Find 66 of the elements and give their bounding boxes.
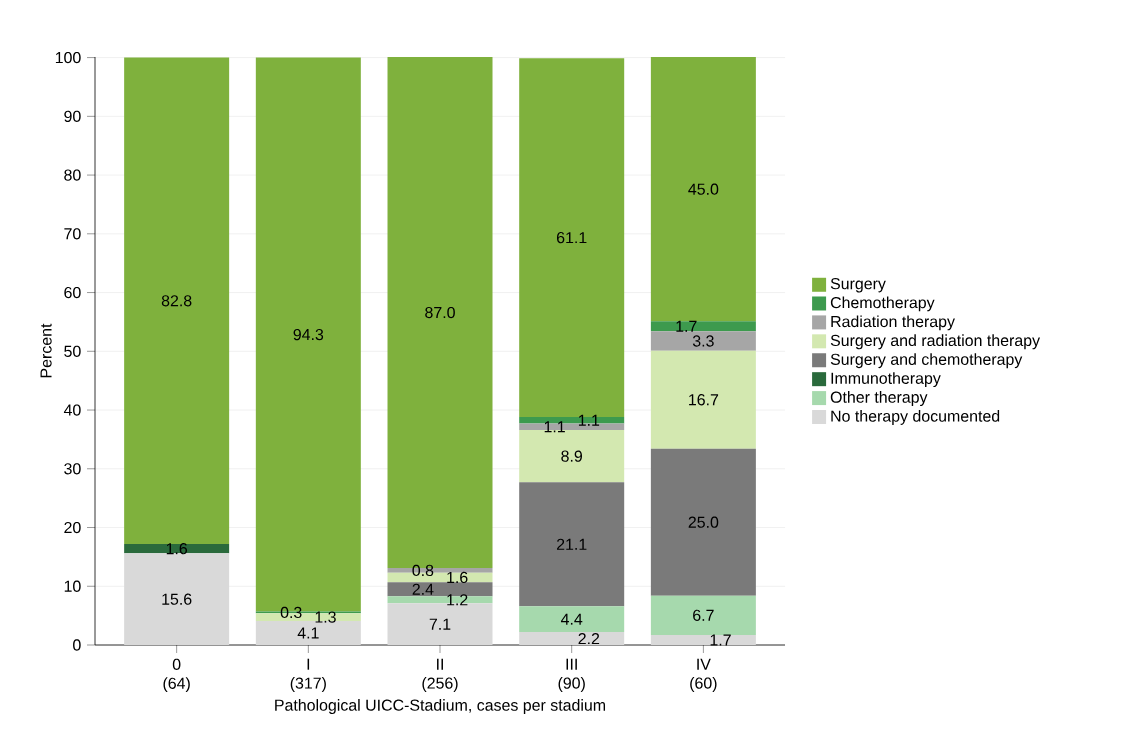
x-tick-label: 0 (64) (163, 658, 190, 693)
bar (387, 596, 493, 604)
y-axis-title: Percent (40, 323, 52, 378)
legend-label: Immunotherapy (831, 372, 941, 388)
bar (124, 57, 230, 544)
data-label: 3.3 (692, 335, 714, 347)
y-tick-label: 60 (64, 286, 81, 299)
data-label: 0.8 (412, 564, 434, 577)
data-label: 4.4 (560, 613, 583, 625)
y-tick-label: 100 (55, 51, 81, 64)
legend-label: Surgery (830, 278, 886, 293)
data-label: 1.3 (315, 611, 336, 623)
bar (650, 595, 756, 636)
y-tick-label: 70 (64, 228, 81, 240)
bar (650, 350, 756, 449)
bar (650, 331, 756, 351)
data-label: 61.1 (556, 231, 587, 244)
x-tick-label: I (317) (290, 658, 326, 692)
legend-label: Other therapy (830, 391, 928, 406)
data-label: 8.9 (561, 450, 582, 462)
data-label: 1.7 (710, 634, 731, 646)
data-label: 6.7 (693, 609, 714, 621)
data-label: 25.0 (688, 516, 719, 528)
data-label: 45.0 (688, 183, 719, 195)
x-tick-label: III (90) (558, 658, 585, 692)
data-label: 94.3 (293, 328, 324, 341)
y-tick-label: 50 (64, 345, 81, 357)
bar (519, 632, 625, 645)
data-label: 87.0 (425, 306, 455, 319)
data-label: 1.1 (544, 421, 565, 433)
bar (650, 448, 756, 596)
x-axis-title: Pathological UICC-Stadium, cases per stadium (275, 699, 606, 714)
legend-label: Surgery and radiation therapy (830, 334, 1041, 350)
data-label: 21.1 (556, 538, 587, 550)
bar (650, 321, 756, 332)
bar (519, 606, 625, 633)
data-label: 4.1 (297, 627, 319, 639)
data-label: 1.6 (166, 543, 188, 555)
y-tick-label: 40 (63, 404, 81, 416)
y-tick-label: 90 (64, 110, 81, 122)
y-tick-label: 0 (73, 639, 81, 651)
data-label: 82.8 (161, 295, 192, 307)
y-tick-label: 30 (64, 463, 81, 475)
data-label: 0.3 (280, 606, 302, 619)
legend-label: Chemotherapy (830, 296, 935, 312)
x-tick-label: II (256) (422, 658, 458, 692)
data-label: 16.7 (689, 394, 719, 406)
y-tick-label: 10 (64, 580, 81, 592)
bar (519, 482, 625, 607)
legend-label: No therapy documented (831, 410, 1000, 425)
data-label: 15.6 (162, 593, 192, 605)
data-label: 2.2 (578, 632, 600, 645)
bar (650, 635, 756, 645)
bar (124, 553, 230, 645)
data-label: 1.2 (447, 594, 468, 606)
legend-label: Radiation therapy (831, 315, 955, 331)
y-tick-label: 20 (64, 521, 81, 534)
bar (650, 56, 756, 322)
x-tick-label: IV (60) (690, 658, 717, 692)
data-label: 7.1 (429, 618, 451, 630)
y-tick-label: 80 (64, 169, 81, 181)
legend-label: Surgery and chemotherapy (830, 353, 1023, 369)
data-label: 1.6 (447, 571, 468, 584)
data-label: 1.7 (676, 320, 697, 332)
data-label: 2.4 (412, 583, 434, 595)
bar (124, 543, 230, 554)
